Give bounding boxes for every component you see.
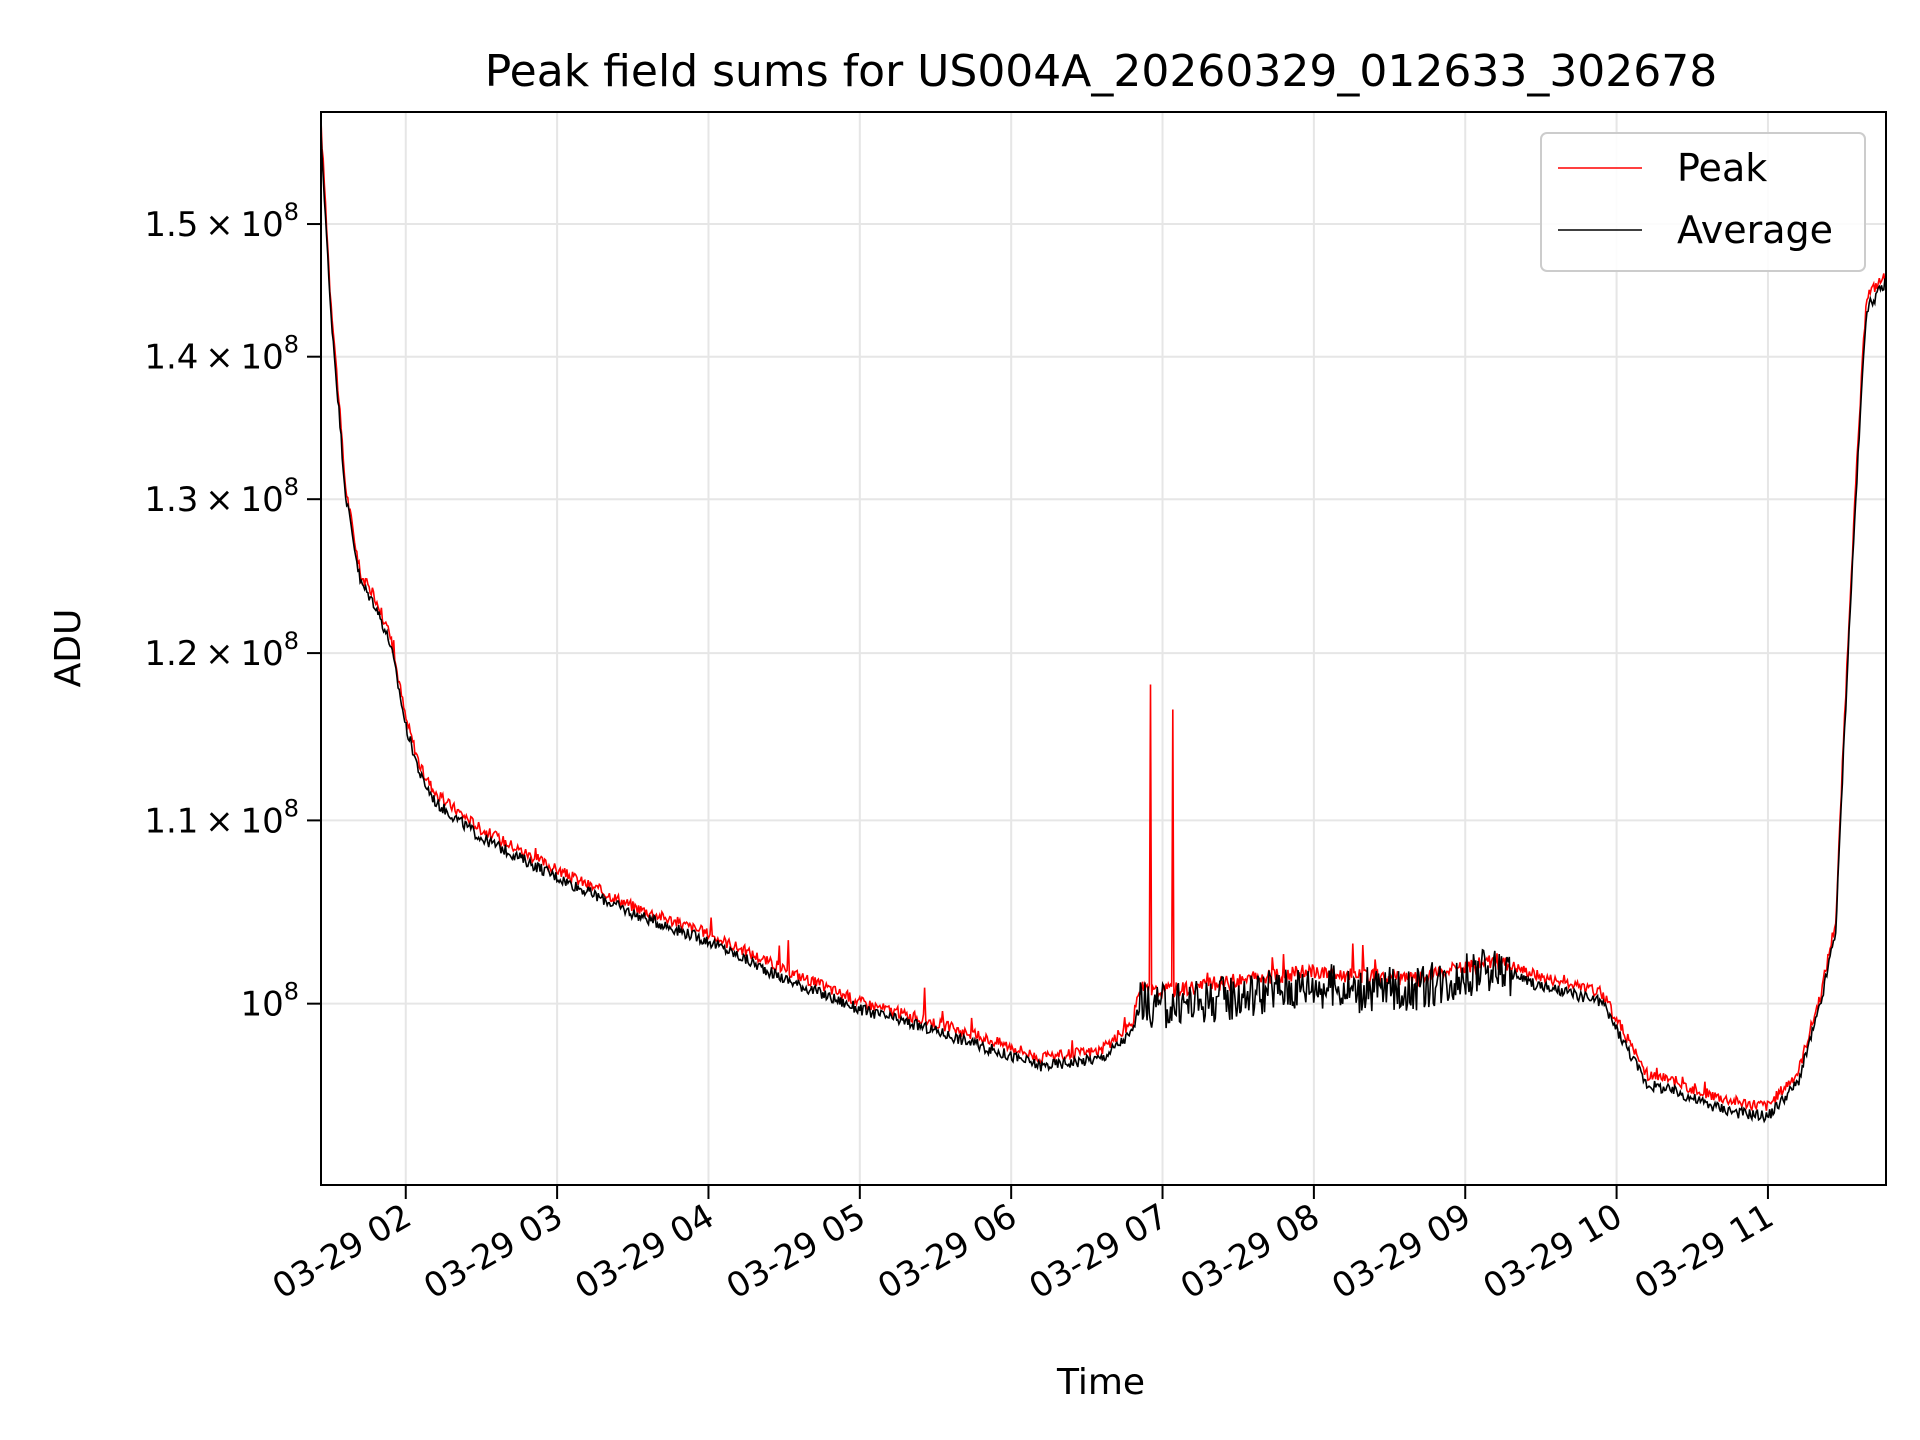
y-tick-label: 1.1 × 108 [144,794,299,841]
y-tick-label: 1.4 × 108 [144,331,299,378]
y-tick-label: 1.3 × 108 [144,473,299,520]
y-axis-title: ADU [48,609,89,688]
legend: Peak Average [1540,132,1866,272]
y-tick-label: 1.2 × 108 [144,627,299,674]
chart-title: Peak field sums for US004A_20260329_0126… [485,46,1718,97]
plot-area [321,119,1886,1124]
axes-frame [320,111,1887,1186]
y-tick-label: 108 [240,978,299,1025]
x-axis-title: Time [1056,1362,1145,1403]
y-tick-label: 1.5 × 108 [144,198,299,245]
legend-label-peak: Peak [1677,146,1767,190]
y-axis: 1.5 × 108 1.4 × 108 1.3 × 108 1.2 × 108 1.1 … [144,198,321,1025]
legend-label-average: Average [1677,208,1833,252]
series-line-peak [321,119,1886,1112]
series-line-average [321,131,1886,1124]
